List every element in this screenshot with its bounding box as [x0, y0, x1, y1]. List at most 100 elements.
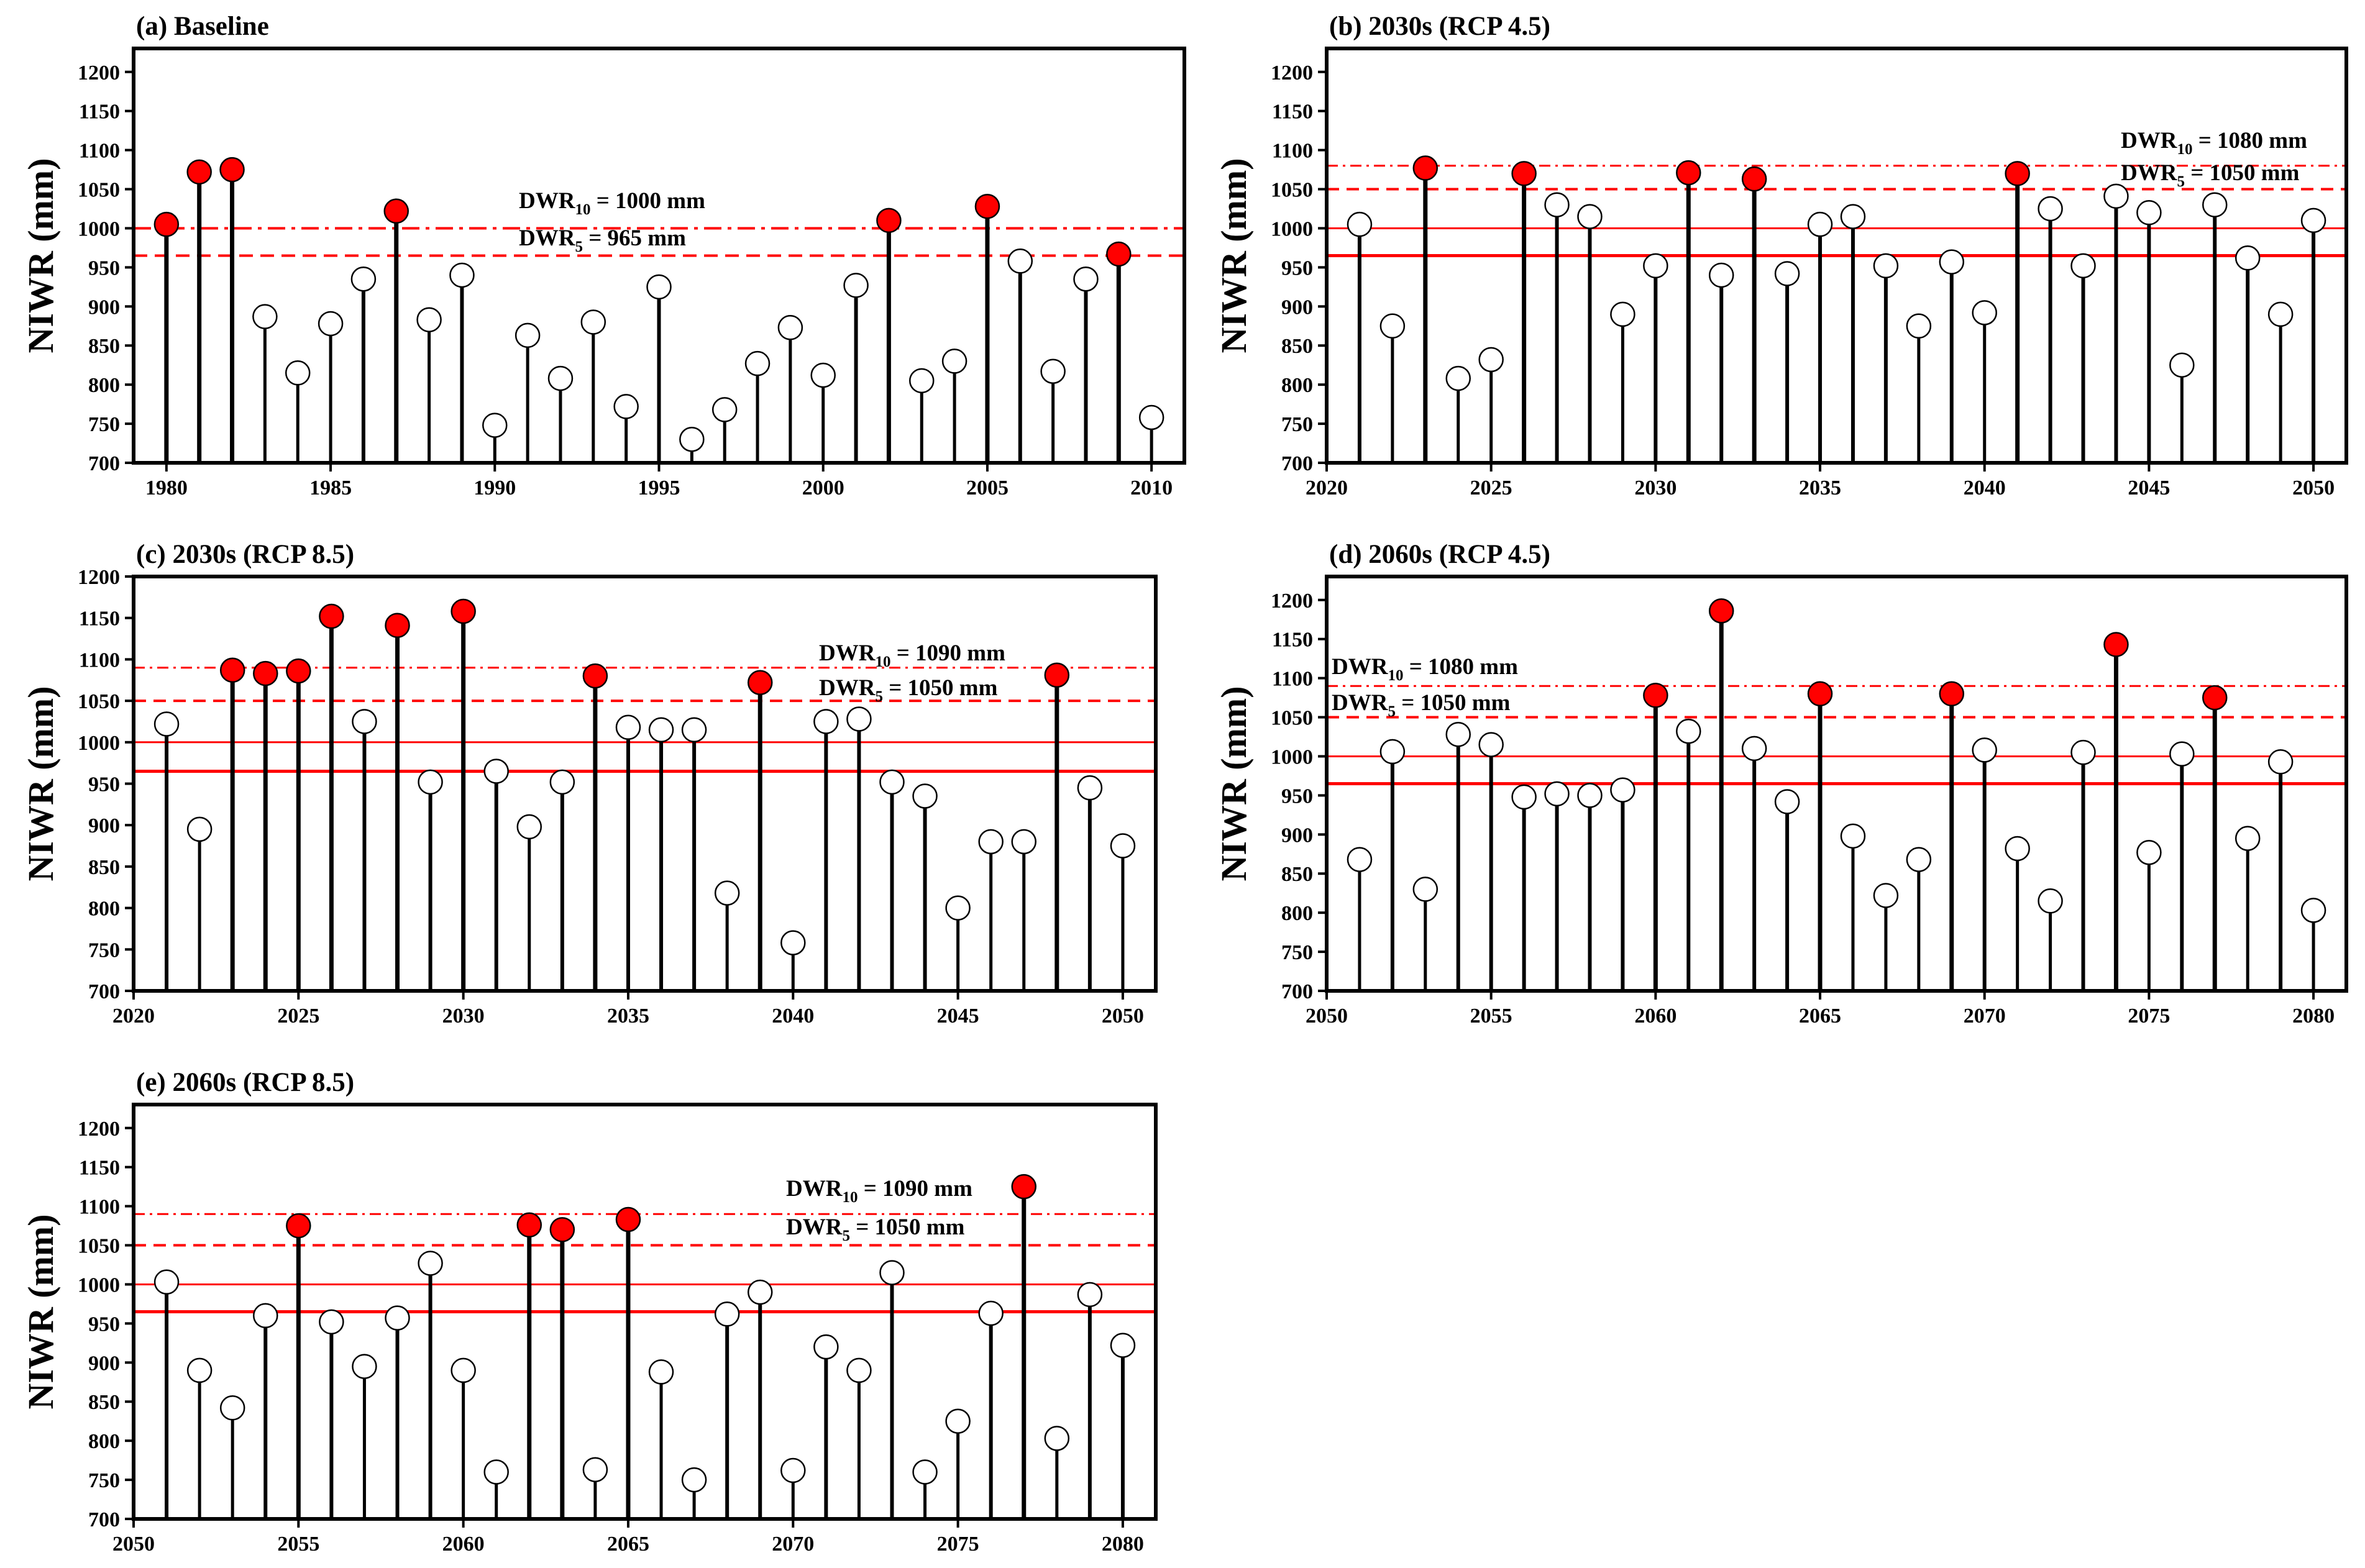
panel-title: (a) Baseline: [136, 12, 269, 41]
y-tick-label-800: 800: [1281, 374, 1313, 397]
data-point-2055: [1478, 732, 1504, 757]
y-tick-label-1200: 1200: [1271, 62, 1313, 84]
data-point-2061: [1676, 718, 1701, 744]
data-point-2023: [1412, 155, 1439, 181]
data-point-2038: [1906, 313, 1932, 339]
data-point-1985: [318, 311, 344, 337]
y-tick-label-900: 900: [88, 814, 120, 837]
y-tick-label-1000: 1000: [78, 1274, 120, 1297]
data-point-2080: [2300, 898, 2326, 923]
x-tick-label-2055: 2055: [277, 1533, 319, 1556]
y-tick-label-1100: 1100: [1272, 668, 1313, 691]
data-point-2010: [1138, 404, 1164, 431]
data-point-2039: [747, 670, 773, 696]
x-tick-label-2045: 2045: [2128, 476, 2170, 499]
data-point-2070: [1972, 737, 1997, 763]
y-tick-label-1000: 1000: [78, 217, 120, 240]
panel-a-baseline: (a) Baseline NIWR (mm) 700 750 800 850 900 950 1…: [21, 12, 1186, 499]
data-point-2024: [1445, 365, 1471, 391]
data-point-2028: [1577, 204, 1603, 229]
y-tick-label-1100: 1100: [79, 649, 120, 672]
data-point-2077: [1011, 1174, 1036, 1200]
data-point-2076: [2169, 741, 2195, 767]
data-point-2065: [615, 1206, 641, 1233]
data-point-2071: [2005, 836, 2030, 862]
y-tick-label-750: 750: [88, 413, 120, 436]
data-point-2043: [879, 769, 905, 795]
data-point-1995: [646, 274, 672, 300]
data-point-2077: [2202, 685, 2228, 711]
data-point-1993: [580, 309, 606, 335]
data-point-2021: [153, 711, 180, 737]
y-axis-label: NIWR (mm): [21, 1214, 61, 1409]
data-point-2050: [1110, 833, 1136, 859]
data-point-2058: [1577, 783, 1603, 808]
data-point-2043: [2070, 253, 2096, 279]
data-point-2040: [1972, 300, 1997, 326]
data-point-1987: [383, 198, 409, 224]
x-tick-label-2060: 2060: [1634, 1005, 1677, 1028]
data-point-1988: [416, 307, 442, 332]
y-tick-label-700: 700: [1281, 980, 1313, 1003]
y-tick-label-1050: 1050: [78, 179, 120, 202]
data-point-2024: [253, 660, 278, 686]
panel-d-2060s-rcp45: (d) 2060s (RCP 4.5) NIWR (mm) 700 750 800 850…: [1214, 540, 2348, 1028]
data-point-1991: [515, 322, 541, 349]
plot-frame: [1325, 47, 2348, 465]
y-tick-label-1200: 1200: [78, 62, 120, 84]
data-point-2046: [978, 829, 1004, 855]
data-point-2027: [352, 709, 377, 734]
data-point-2049: [1077, 775, 1103, 801]
data-point-1981: [186, 159, 212, 185]
data-point-2027: [1544, 192, 1570, 217]
data-point-2065: [1807, 681, 1833, 707]
x-tick-label-2000: 2000: [802, 476, 844, 499]
x-tick-label-2050: 2050: [1102, 1005, 1144, 1028]
data-point-2058: [385, 1305, 410, 1331]
x-tick-label-2065: 2065: [1799, 1005, 1841, 1028]
data-point-2028: [385, 613, 410, 638]
x-tick-label-2055: 2055: [1470, 1005, 1512, 1028]
x-tick-label-2030: 2030: [1634, 476, 1677, 499]
y-tick-label-850: 850: [1281, 335, 1313, 358]
data-point-2079: [2267, 749, 2294, 775]
x-tick-label-2035: 2035: [1799, 476, 1841, 499]
data-point-2055: [286, 1213, 311, 1239]
data-point-1998: [744, 350, 771, 376]
data-point-2044: [912, 783, 938, 809]
dwr5-annotation: DWR5 = 965 mm: [519, 226, 686, 255]
y-tick-label-850: 850: [88, 1391, 120, 1414]
data-point-2001: [843, 273, 869, 298]
data-point-2068: [714, 1301, 740, 1327]
y-tick-label-800: 800: [88, 898, 120, 921]
data-point-2006: [1007, 248, 1033, 274]
plot-frame: [1325, 575, 2348, 993]
data-point-2003: [909, 368, 935, 394]
y-tick-label-750: 750: [1281, 413, 1313, 436]
y-tick-label-1050: 1050: [78, 1235, 120, 1258]
x-tick-label-2075: 2075: [2128, 1005, 2170, 1028]
x-tick-label-2050: 2050: [1306, 1005, 1348, 1028]
x-tick-label-2070: 2070: [1964, 1005, 2006, 1028]
data-point-2052: [1379, 739, 1406, 765]
data-point-2056: [319, 1309, 344, 1335]
x-tick-label-2050: 2050: [2292, 476, 2335, 499]
data-point-2072: [2038, 888, 2063, 914]
data-point-2072: [846, 1357, 872, 1383]
y-tick-label-1150: 1150: [79, 608, 120, 631]
data-point-2053: [1412, 877, 1439, 902]
y-tick-label-1200: 1200: [1271, 590, 1313, 613]
y-tick-label-700: 700: [88, 1508, 120, 1531]
dwr10-annotation: DWR10 = 1090 mm: [786, 1176, 972, 1206]
y-tick-label-700: 700: [88, 452, 120, 475]
data-point-2054: [253, 1303, 278, 1329]
y-tick-label-1000: 1000: [1271, 745, 1313, 768]
data-point-2044: [2103, 183, 2129, 209]
data-point-2073: [879, 1260, 905, 1285]
data-point-2032: [1708, 262, 1734, 288]
data-point-1992: [547, 365, 574, 391]
y-tick-label-950: 950: [1281, 785, 1313, 808]
data-point-2066: [648, 1359, 674, 1385]
x-tick-label-1985: 1985: [309, 476, 352, 499]
